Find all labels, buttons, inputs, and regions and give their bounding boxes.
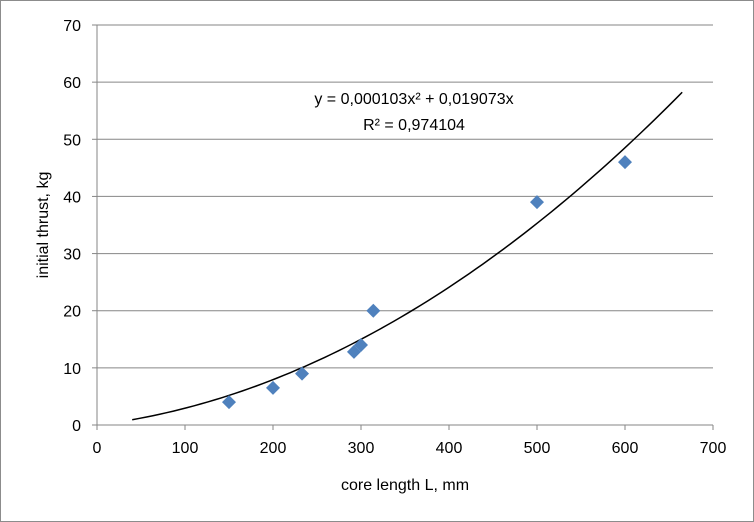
- data-point: [366, 303, 381, 318]
- data-point: [530, 195, 544, 210]
- trendline-equation: y = 0,000103x² + 0,019073x: [314, 91, 513, 108]
- x-tick-label: 400: [436, 440, 463, 457]
- data-point: [295, 366, 310, 381]
- x-tick-label: 100: [172, 440, 199, 457]
- y-tick-label: 30: [63, 247, 81, 264]
- y-tick-label: 20: [63, 304, 81, 321]
- x-tick-label: 600: [612, 440, 639, 457]
- y-axis-ticks: 0 10 20 30 40 50 60 70: [63, 18, 97, 435]
- y-tick-label: 10: [63, 361, 81, 378]
- data-points: [222, 155, 632, 410]
- y-tick-label: 60: [63, 75, 81, 92]
- trendline-r2: R² = 0,974104: [363, 117, 465, 134]
- x-tick-label: 700: [700, 440, 727, 457]
- y-tick-label: 70: [63, 18, 81, 35]
- y-tick-label: 0: [72, 418, 81, 435]
- gridlines: [97, 24, 713, 369]
- y-tick-label: 50: [63, 132, 81, 149]
- trendline: [132, 91, 683, 421]
- y-axis-title: initial thrust, kg: [35, 172, 52, 279]
- data-point: [222, 395, 236, 410]
- x-axis-title: core length L, mm: [341, 477, 469, 494]
- x-tick-label: 300: [348, 440, 375, 457]
- y-tick-label: 40: [63, 189, 81, 206]
- data-point: [618, 155, 632, 170]
- data-point: [266, 380, 280, 395]
- x-axis-ticks: 0 100 200 300 400 500 600 700: [93, 425, 727, 457]
- x-tick-label: 500: [524, 440, 551, 457]
- x-tick-label: 0: [93, 440, 102, 457]
- x-tick-label: 200: [260, 440, 287, 457]
- data-point: [354, 338, 368, 352]
